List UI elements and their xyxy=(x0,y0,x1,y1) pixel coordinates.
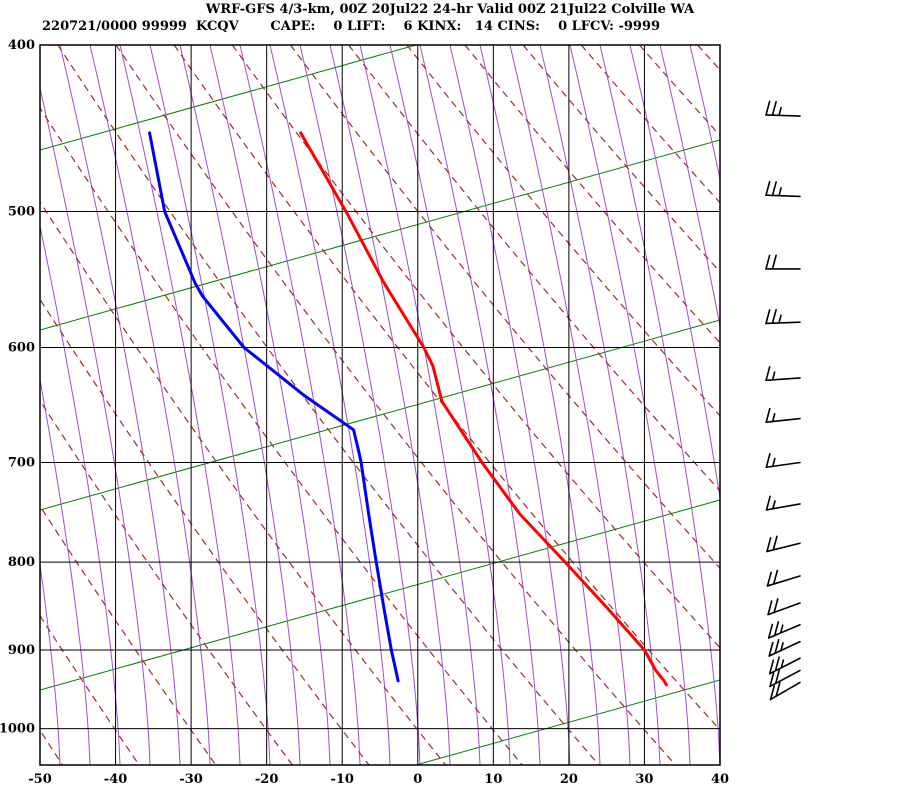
wind-barb xyxy=(765,180,801,198)
temperature-tick-label: 40 xyxy=(711,772,729,787)
sounding-title: WRF-GFS 4/3-km, 00Z 20Jul22 24-hr Valid … xyxy=(205,2,695,17)
wind-barbs xyxy=(765,100,801,701)
grid-lines xyxy=(39,44,721,766)
wind-barb xyxy=(765,452,801,469)
wind-barb xyxy=(768,656,801,675)
temperature-axis-labels: -50 -40 -30 -20 -10 0 10 20 30 40 xyxy=(28,772,729,787)
temperature-tick-label: 10 xyxy=(484,772,502,787)
temperature-tick-label: -10 xyxy=(330,772,354,787)
pressure-tick-label: 800 xyxy=(8,555,35,570)
pressure-tick-label: 600 xyxy=(8,340,35,355)
wind-barb xyxy=(767,598,801,616)
temperature-curve xyxy=(299,131,668,687)
wind-barb xyxy=(767,621,801,639)
pressure-tick-label: 900 xyxy=(8,643,35,658)
sounding-stats-line: 220721/0000 99999 KCQV CAPE: 0 LIFT: 6 K… xyxy=(42,19,661,34)
mixing-ratio-lines xyxy=(40,45,720,765)
wind-barb xyxy=(768,638,801,657)
moist-adiabats xyxy=(40,45,720,765)
temperature-tick-label: -20 xyxy=(255,772,279,787)
wind-barb xyxy=(765,366,801,382)
temperature-tick-label: 20 xyxy=(560,772,578,787)
dewpoint-curve xyxy=(148,131,400,683)
pressure-tick-label: 1000 xyxy=(0,722,35,737)
pressure-tick-label: 400 xyxy=(8,38,35,53)
temperature-tick-label: 30 xyxy=(635,772,653,787)
wind-barb xyxy=(765,100,801,117)
wind-barb xyxy=(765,407,801,423)
wind-barb xyxy=(765,308,801,325)
wind-barb xyxy=(766,569,801,587)
temperature-tick-label: -40 xyxy=(104,772,128,787)
wind-barb xyxy=(769,681,801,701)
temperature-tick-label: 0 xyxy=(413,772,422,787)
pressure-axis-labels: 400 500 600 700 800 900 1000 xyxy=(0,38,35,737)
temperature-tick-label: -50 xyxy=(28,772,52,787)
wind-barb xyxy=(766,535,801,553)
pressure-tick-label: 700 xyxy=(8,456,35,471)
temperature-tick-label: -30 xyxy=(179,772,203,787)
wind-barb xyxy=(769,669,801,688)
dry-adiabats xyxy=(40,45,720,765)
wind-barb xyxy=(765,495,801,511)
wind-barb xyxy=(765,254,801,270)
pressure-tick-label: 500 xyxy=(8,204,35,219)
